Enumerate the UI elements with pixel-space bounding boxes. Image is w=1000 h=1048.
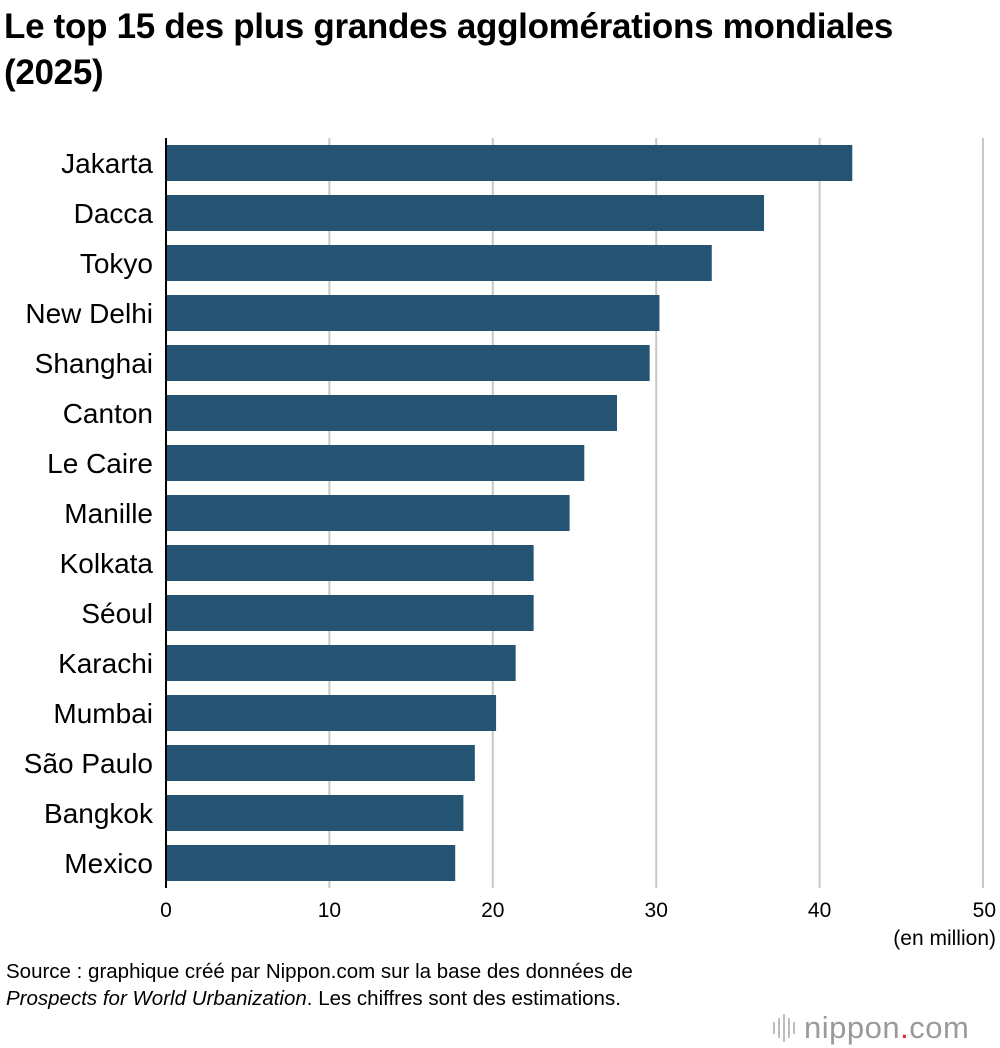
bar-8: [166, 545, 534, 581]
category-label: Kolkata: [60, 548, 154, 579]
bar-9: [166, 595, 534, 631]
x-tick-label: 20: [481, 899, 504, 922]
bar-10: [166, 645, 516, 681]
x-tick-label: 50: [973, 899, 996, 922]
x-tick-label: 40: [808, 899, 831, 922]
bar-13: [166, 795, 464, 831]
logo-tld: com: [909, 1010, 970, 1045]
bar-1: [166, 195, 765, 231]
bar-7: [166, 495, 570, 531]
x-axis-unit-label: (en million): [893, 927, 996, 950]
bar-5: [166, 395, 617, 431]
category-label: Canton: [63, 398, 153, 429]
x-tick-label: 10: [318, 899, 341, 922]
bar-11: [166, 695, 497, 731]
category-label: Mumbai: [53, 698, 153, 729]
nippon-logo: nippon.com: [773, 1008, 969, 1048]
bar-14: [166, 845, 456, 881]
bar-12: [166, 745, 475, 781]
x-tick-label: 30: [645, 899, 668, 922]
logo-name: nippon: [804, 1010, 901, 1045]
bar-6: [166, 445, 585, 481]
category-label: New Delhi: [25, 298, 153, 329]
category-label: Le Caire: [47, 448, 153, 479]
bar-0: [166, 145, 853, 181]
bar-chart: Jakarta Dacca Tokyo New Delhi Shanghai Canton…: [24, 138, 996, 950]
logo-dot: .: [900, 1010, 910, 1045]
source-publication: Prospects for World Urbanization: [6, 987, 307, 1010]
bar-4: [166, 345, 650, 381]
category-label: São Paulo: [24, 748, 153, 779]
category-label: Karachi: [58, 648, 153, 679]
category-label: Jakarta: [61, 148, 153, 179]
bar-3: [166, 295, 660, 331]
logo-text: nippon.com: [804, 1010, 969, 1046]
source-note: Source : graphique créé par Nippon.com s…: [6, 958, 796, 1012]
logo-bars-icon: [773, 1014, 795, 1042]
x-tick-label: 0: [160, 899, 172, 922]
category-label: Séoul: [81, 598, 153, 629]
category-label: Manille: [64, 498, 153, 529]
category-label: Tokyo: [80, 248, 153, 279]
category-label: Shanghai: [35, 348, 153, 379]
category-label: Dacca: [74, 198, 154, 229]
source-line-1: Source : graphique créé par Nippon.com s…: [6, 960, 633, 983]
chart-title: Le top 15 des plus grandes agglomération…: [4, 7, 894, 92]
category-label: Bangkok: [44, 798, 154, 829]
source-line-2: . Les chiffres sont des estimations.: [306, 987, 621, 1010]
bar-2: [166, 245, 712, 281]
category-label: Mexico: [64, 848, 153, 879]
